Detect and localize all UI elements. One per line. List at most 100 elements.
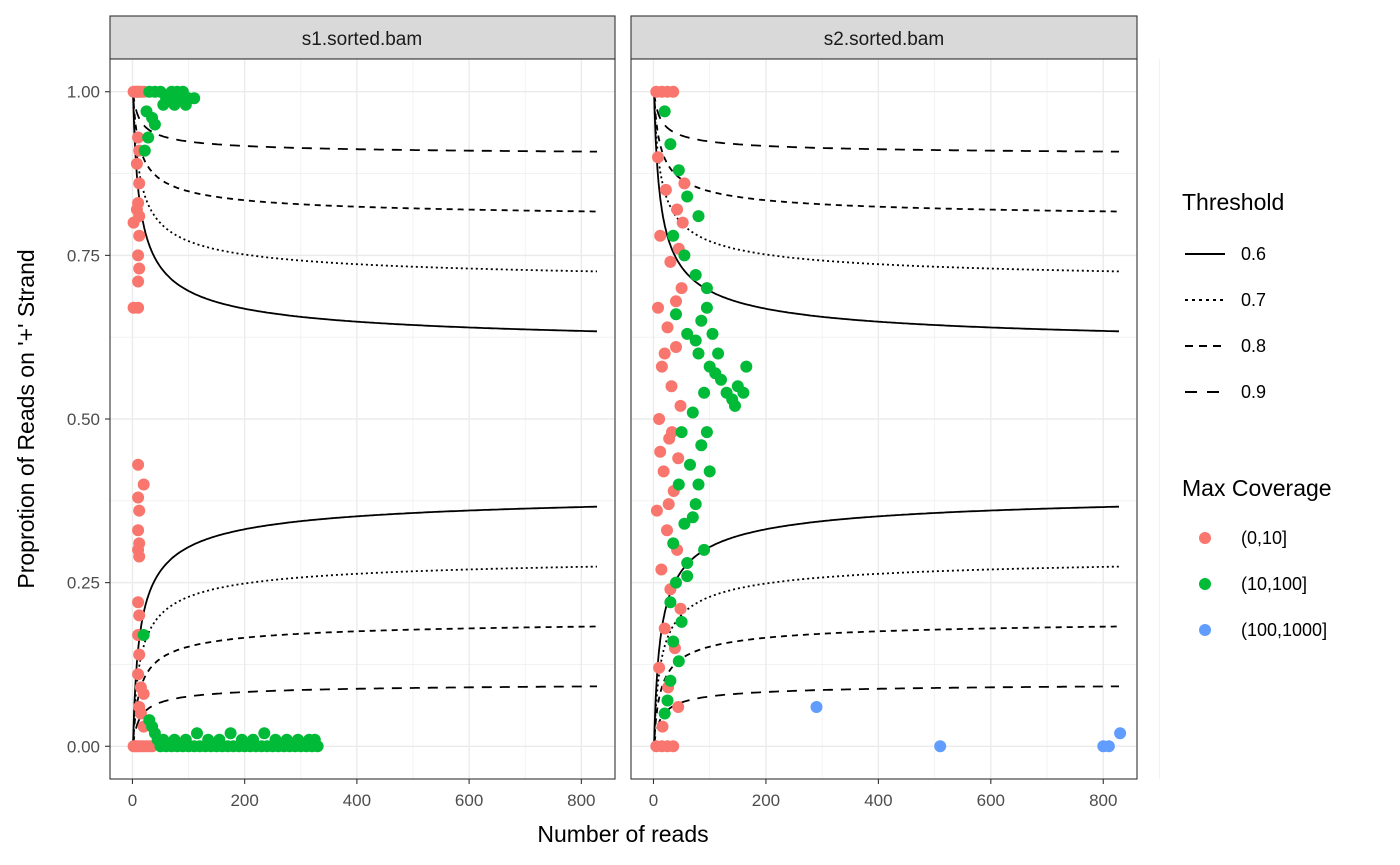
data-point [132, 596, 145, 609]
coverage-legend: Max Coverage (0,10] (10,100] (100,1000] [1182, 475, 1332, 640]
facet-panel-s2: s2.sorted.bam [630, 15, 1160, 780]
data-points [127, 85, 324, 753]
data-point [157, 733, 170, 746]
facet-panel-s1: s1.sorted.bam [109, 15, 638, 780]
data-point [689, 498, 702, 511]
data-point [224, 727, 237, 740]
data-point [133, 648, 146, 661]
data-point [737, 386, 750, 399]
data-point [658, 347, 671, 360]
data-point [658, 105, 671, 118]
x-tick-label: 800 [567, 791, 595, 810]
data-point [650, 504, 663, 517]
y-tick-label: 0.00 [67, 737, 100, 756]
legend-label: 0.9 [1241, 382, 1266, 402]
x-tick-label: 0 [128, 791, 137, 810]
data-point [138, 144, 151, 157]
data-point [674, 602, 687, 615]
data-point [670, 341, 682, 353]
facet-strip-label: s1.sorted.bam [302, 29, 422, 50]
data-point [130, 157, 143, 170]
data-point [653, 413, 666, 425]
x-tick-label: 400 [343, 791, 371, 810]
x-tick-label: 800 [1089, 791, 1117, 810]
panel-grid [110, 59, 638, 779]
y-axis-title: Proprotion of Reads on '+' Strand [13, 249, 39, 588]
data-point [665, 380, 678, 393]
data-point [658, 707, 671, 720]
data-point [712, 347, 725, 360]
threshold-lower-0.8 [132, 625, 597, 747]
data-point [142, 131, 155, 144]
data-point [700, 426, 713, 439]
data-point [664, 255, 677, 268]
data-point [681, 190, 694, 203]
data-point [132, 249, 145, 262]
data-point [659, 183, 672, 196]
data-point [188, 92, 201, 105]
data-point [664, 596, 677, 609]
data-point [137, 629, 150, 641]
data-point [655, 563, 668, 576]
data-point [202, 733, 215, 746]
x-tick-label: 600 [977, 791, 1005, 810]
data-point [698, 386, 711, 399]
data-point [698, 543, 711, 556]
data-point [670, 308, 682, 321]
legend-entry: 0.6 [1185, 244, 1266, 264]
y-axis: 0.00 0.25 0.50 0.75 1.00 [67, 83, 110, 756]
data-point [133, 504, 146, 517]
data-point [700, 301, 713, 314]
legend-entry: 0.9 [1185, 382, 1266, 402]
data-point [684, 458, 696, 471]
legend-entry: (100,1000] [1199, 620, 1327, 640]
data-point [133, 229, 146, 242]
data-point [134, 707, 147, 720]
data-point [667, 537, 680, 550]
data-point [1102, 740, 1115, 753]
data-point [661, 694, 674, 707]
data-point [137, 687, 150, 700]
data-point [678, 517, 691, 530]
threshold-upper-0.7 [653, 91, 1119, 273]
data-point [709, 367, 722, 380]
x-tick-label: 0 [649, 791, 658, 810]
x-tick-label: 200 [752, 791, 780, 810]
data-point [655, 360, 668, 373]
data-point [729, 399, 741, 412]
data-point [280, 733, 293, 746]
legend-key-point [1199, 532, 1211, 544]
data-point [681, 557, 694, 569]
data-point [706, 327, 719, 340]
data-point [681, 570, 694, 583]
threshold-upper-0.8 [132, 91, 597, 213]
data-point [672, 701, 685, 713]
y-tick-label: 0.75 [67, 246, 100, 265]
data-point [672, 164, 685, 177]
data-point [654, 445, 667, 458]
data-point [678, 177, 691, 190]
data-point [672, 655, 685, 668]
data-point [168, 733, 181, 746]
threshold-upper-0.9 [132, 91, 597, 153]
data-point [127, 216, 140, 229]
data-point [695, 314, 708, 327]
data-point [652, 151, 664, 164]
data-point [667, 229, 680, 242]
data-point [670, 576, 682, 589]
x-tick-label: 400 [864, 791, 892, 810]
data-point [132, 458, 145, 471]
data-point [658, 622, 671, 635]
threshold-lower-0.7 [653, 565, 1119, 747]
data-point [675, 426, 688, 439]
data-point [689, 334, 702, 347]
data-point [700, 282, 713, 295]
data-point [667, 740, 680, 753]
threshold-lines [132, 91, 597, 747]
data-point [132, 491, 145, 504]
x-tick-label: 600 [455, 791, 483, 810]
data-point [1114, 727, 1127, 740]
data-point [191, 727, 203, 740]
threshold-lower-0.7 [132, 565, 597, 747]
